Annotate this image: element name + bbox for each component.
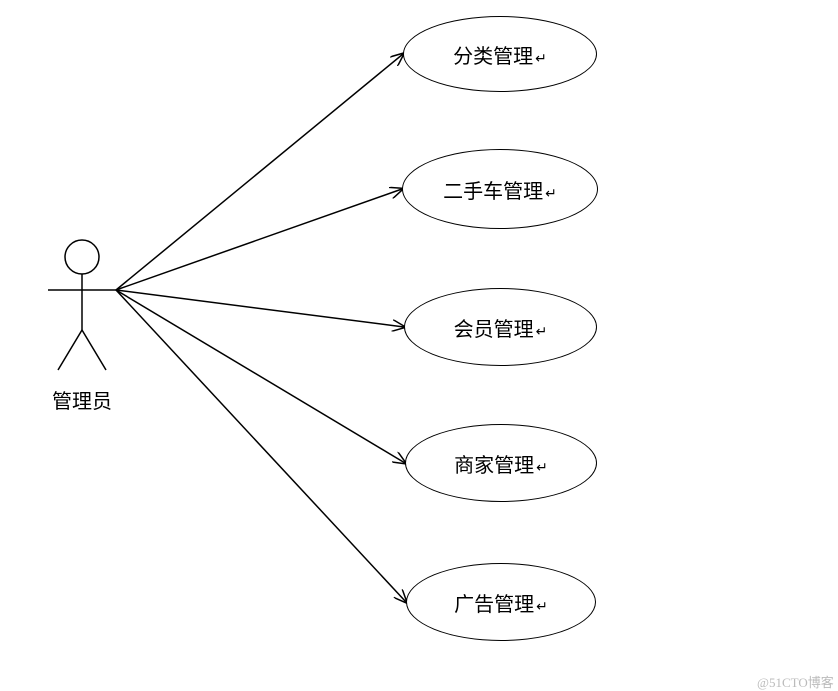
edge-merchant (116, 290, 405, 463)
usecase-merchant: 商家管理↵ (405, 424, 597, 502)
usecase-category: 分类管理↵ (403, 16, 597, 92)
watermark: @51CTO博客 (757, 672, 834, 691)
bend-mark-icon: ↵ (536, 325, 548, 340)
actor-label: 管理员 (52, 385, 112, 414)
usecase-label-member: 会员管理↵ (454, 313, 548, 342)
edge-usedcar (116, 189, 402, 290)
bend-mark-icon: ↵ (545, 187, 557, 202)
edge-category (116, 54, 403, 290)
usecase-label-usedcar: 二手车管理↵ (443, 175, 557, 204)
usecase-label-category: 分类管理↵ (453, 40, 547, 69)
bend-mark-icon: ↵ (536, 600, 548, 615)
usecase-label-ad: 广告管理↵ (454, 588, 548, 617)
bend-mark-icon: ↵ (536, 461, 548, 476)
usecase-diagram: 管理员 分类管理↵ 二手车管理↵ 会员管理↵ 商家管理↵ 广告管理↵ @51CTO博客 (0, 0, 838, 689)
usecase-label-merchant: 商家管理↵ (454, 449, 548, 478)
bend-mark-icon: ↵ (535, 52, 547, 67)
usecase-ad: 广告管理↵ (406, 563, 596, 641)
usecase-usedcar: 二手车管理↵ (402, 149, 598, 229)
edge-member (116, 290, 404, 327)
edge-ad (116, 290, 406, 602)
usecase-member: 会员管理↵ (404, 288, 597, 366)
